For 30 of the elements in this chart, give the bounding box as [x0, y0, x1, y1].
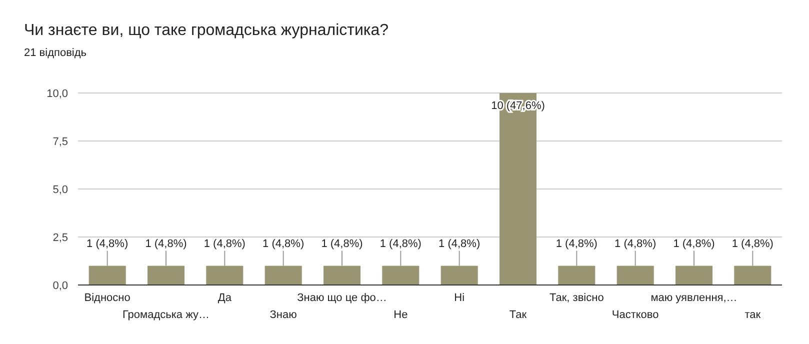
data-label: 1 (4,8%)	[438, 238, 480, 250]
x-tick-label: Так, звісно	[550, 292, 604, 304]
y-tick-label: 5,0	[52, 184, 68, 196]
x-tick-label: так	[744, 309, 761, 321]
chart-title: Чи знаєте ви, що таке громадська журналістика?	[24, 22, 389, 39]
data-label: 1 (4,8%)	[556, 238, 598, 250]
data-label: 1 (4,8%)	[673, 238, 715, 250]
x-tick-label: маю уявлення,…	[650, 292, 738, 304]
x-tick-label: Не	[394, 309, 408, 321]
data-label: 1 (4,8%)	[204, 238, 246, 250]
y-tick-label: 7,5	[52, 136, 68, 148]
x-tick-label: Знаю що це фо…	[297, 292, 387, 304]
chart-subtitle: 21 відповідь	[24, 47, 87, 59]
data-label: 1 (4,8%)	[86, 238, 128, 250]
data-label: 1 (4,8%)	[321, 238, 363, 250]
y-tick-label: 2,5	[52, 232, 68, 244]
x-tick-label: Громадська жу…	[122, 309, 210, 321]
data-label: 1 (4,8%)	[145, 238, 187, 250]
data-label: 1 (4,8%)	[732, 238, 774, 250]
data-label: 1 (4,8%)	[262, 238, 304, 250]
data-label: 1 (4,8%)	[614, 238, 656, 250]
x-tick-label: Частково	[612, 309, 659, 321]
x-tick-label: Знаю	[270, 309, 297, 321]
data-label: 1 (4,8%)	[380, 238, 422, 250]
x-tick-label: Ні	[454, 292, 465, 304]
y-tick-label: 10,0	[46, 88, 68, 100]
x-tick-label: Да	[218, 292, 232, 304]
y-tick-label: 0,0	[52, 280, 68, 292]
x-tick-label: Так	[509, 309, 527, 321]
x-tick-label: Відносно	[84, 292, 130, 304]
